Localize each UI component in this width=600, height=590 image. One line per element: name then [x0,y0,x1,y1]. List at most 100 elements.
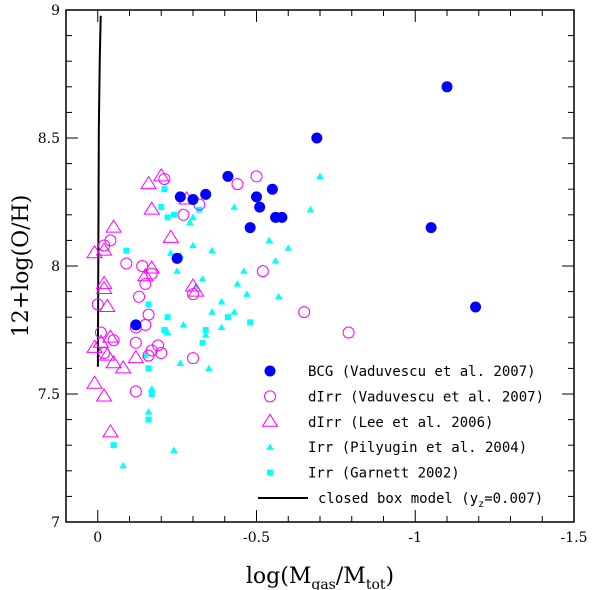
legend-swatch [261,413,279,427]
open-triangle-point [86,339,103,353]
legend-label: Irr (Garnett 2002) [308,466,460,482]
filled-triangle-point [306,205,315,213]
legend-swatch [267,469,273,476]
filled-triangle-point [205,364,213,372]
legend-item: dIrr (Lee et al. 2006) [261,413,493,431]
filled-triangle-point [233,280,242,287]
open-triangle-point [98,347,116,361]
filled-triangle-point [230,308,239,315]
filled-square-point [164,214,171,221]
filled-square-point [161,327,168,333]
filled-triangle-point [217,323,226,331]
x-tick-label: 0 [93,530,102,546]
x-tick-label: -1.5 [561,530,588,546]
open-triangle-point [140,175,157,190]
open-circle-point [98,347,111,360]
filled-triangle-point [208,308,216,315]
open-circle-point [250,170,263,183]
open-circle-point [129,385,142,398]
legend-item: dIrr (Vaduvescu et al. 2007) [264,389,544,405]
open-triangle-point [86,244,103,259]
filled-circle-point [266,183,278,195]
open-triangle-point [95,275,113,289]
filled-triangle-point [170,446,178,453]
open-triangle-point [114,359,132,374]
x-axis-label: log(Mgas/Mtot) [246,564,394,590]
data-points [86,81,482,469]
filled-triangle-point [179,321,188,328]
filled-square-point [148,391,155,397]
open-triangle-point [143,201,161,215]
filled-square-point [145,416,152,423]
open-circle-point [120,257,133,270]
y-tick-label: 9 [51,3,60,19]
filled-triangle-point [189,241,197,249]
open-circle-point [107,334,120,347]
filled-square-point [110,442,117,449]
filled-triangle-point [201,331,210,338]
filled-circle-point [130,319,142,331]
legend-label: BCG (Vaduvescu et al. 2007) [308,364,536,380]
filled-circle-point [441,81,453,93]
open-triangle-point [92,334,110,348]
open-circle-point [94,326,107,339]
filled-triangle-point [144,408,153,415]
open-circle-point [145,267,158,280]
open-circle-point [139,277,152,290]
filled-triangle-point [284,244,293,251]
x-tick-label: -1 [408,530,422,546]
legend-item: closed box model (yz=0.007) [258,491,543,510]
open-triangle-point [102,329,119,343]
filled-circle-point [425,222,437,234]
open-circle-point [158,172,171,185]
filled-triangle-point [163,328,172,336]
open-circle-point [98,239,111,252]
y-tick-label: 7.5 [38,387,60,403]
open-circle-point [342,326,355,339]
filled-square-point [170,211,177,218]
filled-triangle-point [186,218,194,226]
open-triangle-point [152,167,170,182]
open-triangle-point [162,229,180,243]
open-circle-point [142,349,155,362]
filled-triangle-point [119,461,127,469]
legend-item: BCG (Vaduvescu et al. 2007) [264,364,536,380]
filled-triangle-point [208,246,216,254]
legend-label: dIrr (Vaduvescu et al. 2007) [308,389,544,405]
open-circle-point [129,336,142,349]
filled-circle-point [187,193,199,205]
legend-label: Irr (Pilyugin et al. 2004) [308,440,527,456]
open-circle-point [256,265,269,278]
filled-square-point [247,319,254,326]
filled-square-point [202,327,209,333]
filled-square-point [145,301,152,308]
filled-triangle-point [189,213,197,221]
filled-circle-point [174,191,186,203]
filled-circle-point [276,211,288,223]
open-circle-point [298,306,311,319]
open-circle-point [133,290,146,303]
legend-item: Irr (Pilyugin et al. 2004) [266,440,527,456]
filled-triangle-point [230,203,239,210]
filled-square-point [224,314,231,321]
open-circle-point [142,308,155,321]
filled-circle-point [254,201,266,213]
filled-circle-point [244,222,256,234]
filled-square-point [199,339,206,346]
closed-box-model-curve [96,15,102,367]
x-tick-label: -0.5 [243,530,270,546]
open-circle-point [187,288,199,301]
filled-triangle-point [147,385,156,392]
legend-swatch [266,443,274,450]
filled-square-point [164,314,171,321]
axis-ticks: 0 -0.5 -1 -1.5 7 7.5 8 8.5 9 [38,3,588,546]
filled-triangle-point [198,275,207,282]
open-triangle-point [102,423,119,438]
y-tick-label: 8.5 [38,131,60,147]
legend-label: dIrr (Lee et al. 2006) [308,415,493,431]
y-axis-label: 12+log(O/H) [9,195,34,338]
filled-triangle-point [173,267,181,274]
filled-triangle-point [217,298,226,305]
legend: BCG (Vaduvescu et al. 2007) dIrr (Vaduves… [258,364,544,510]
